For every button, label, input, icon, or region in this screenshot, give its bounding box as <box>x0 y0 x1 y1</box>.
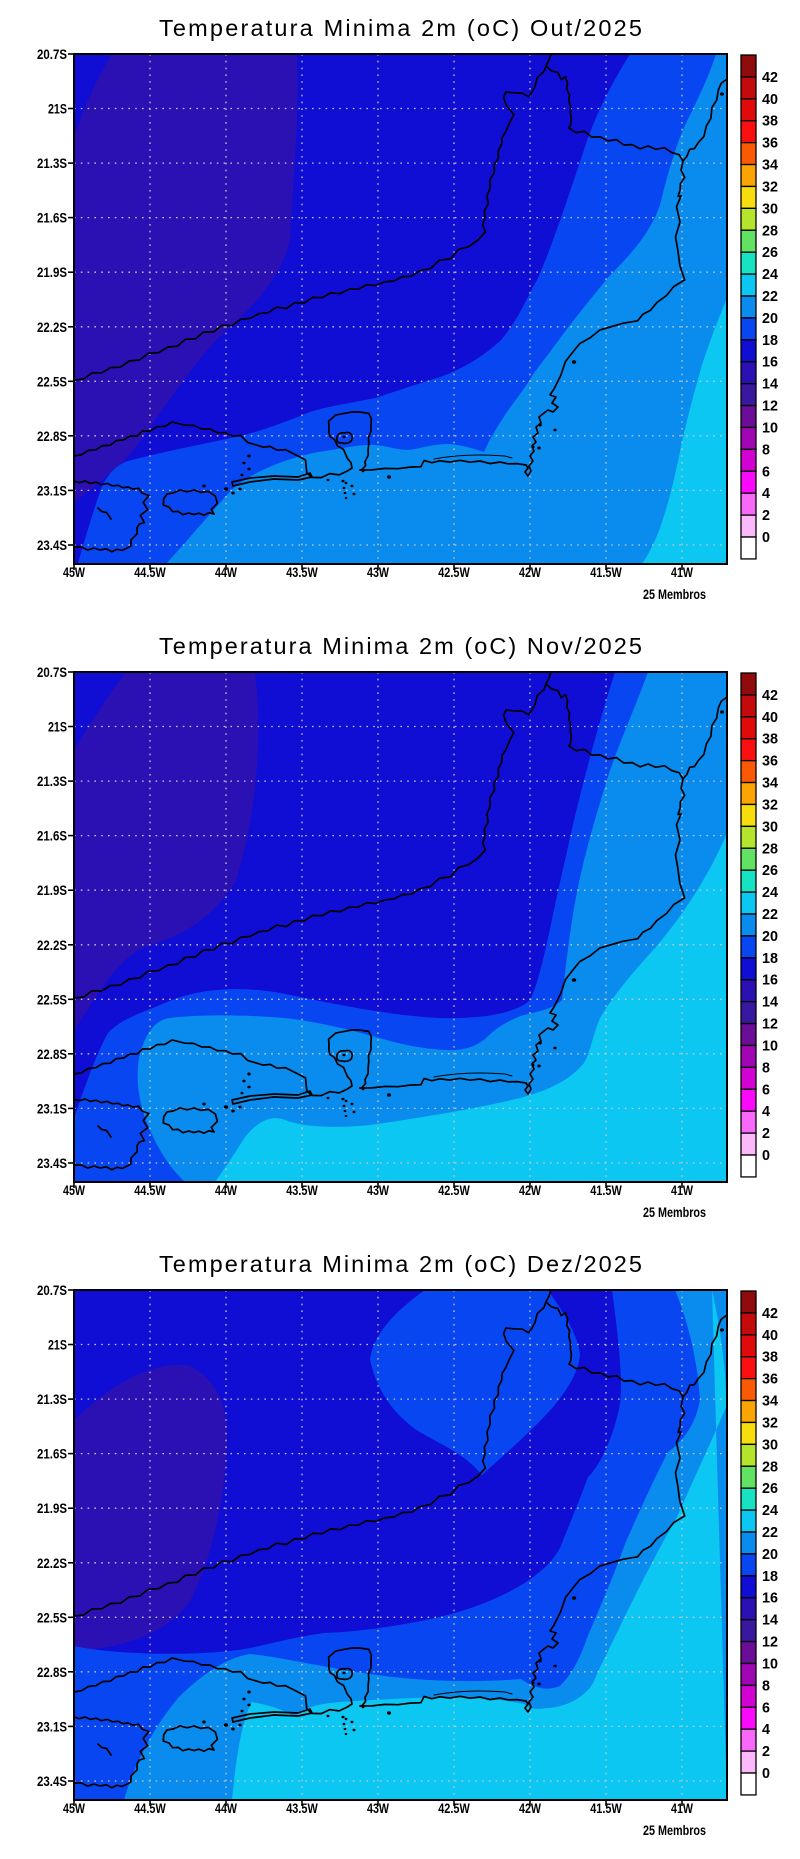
svg-text:Temperatura Minima 2m (oC) Nov: Temperatura Minima 2m (oC) Nov/2025 <box>159 633 642 659</box>
svg-text:Temperatura Minima 2m (oC) Dez: Temperatura Minima 2m (oC) Dez/2025 <box>159 1251 642 1277</box>
svg-text:Temperatura Minima 2m (oC) Out: Temperatura Minima 2m (oC) Out/2025 <box>159 15 642 41</box>
